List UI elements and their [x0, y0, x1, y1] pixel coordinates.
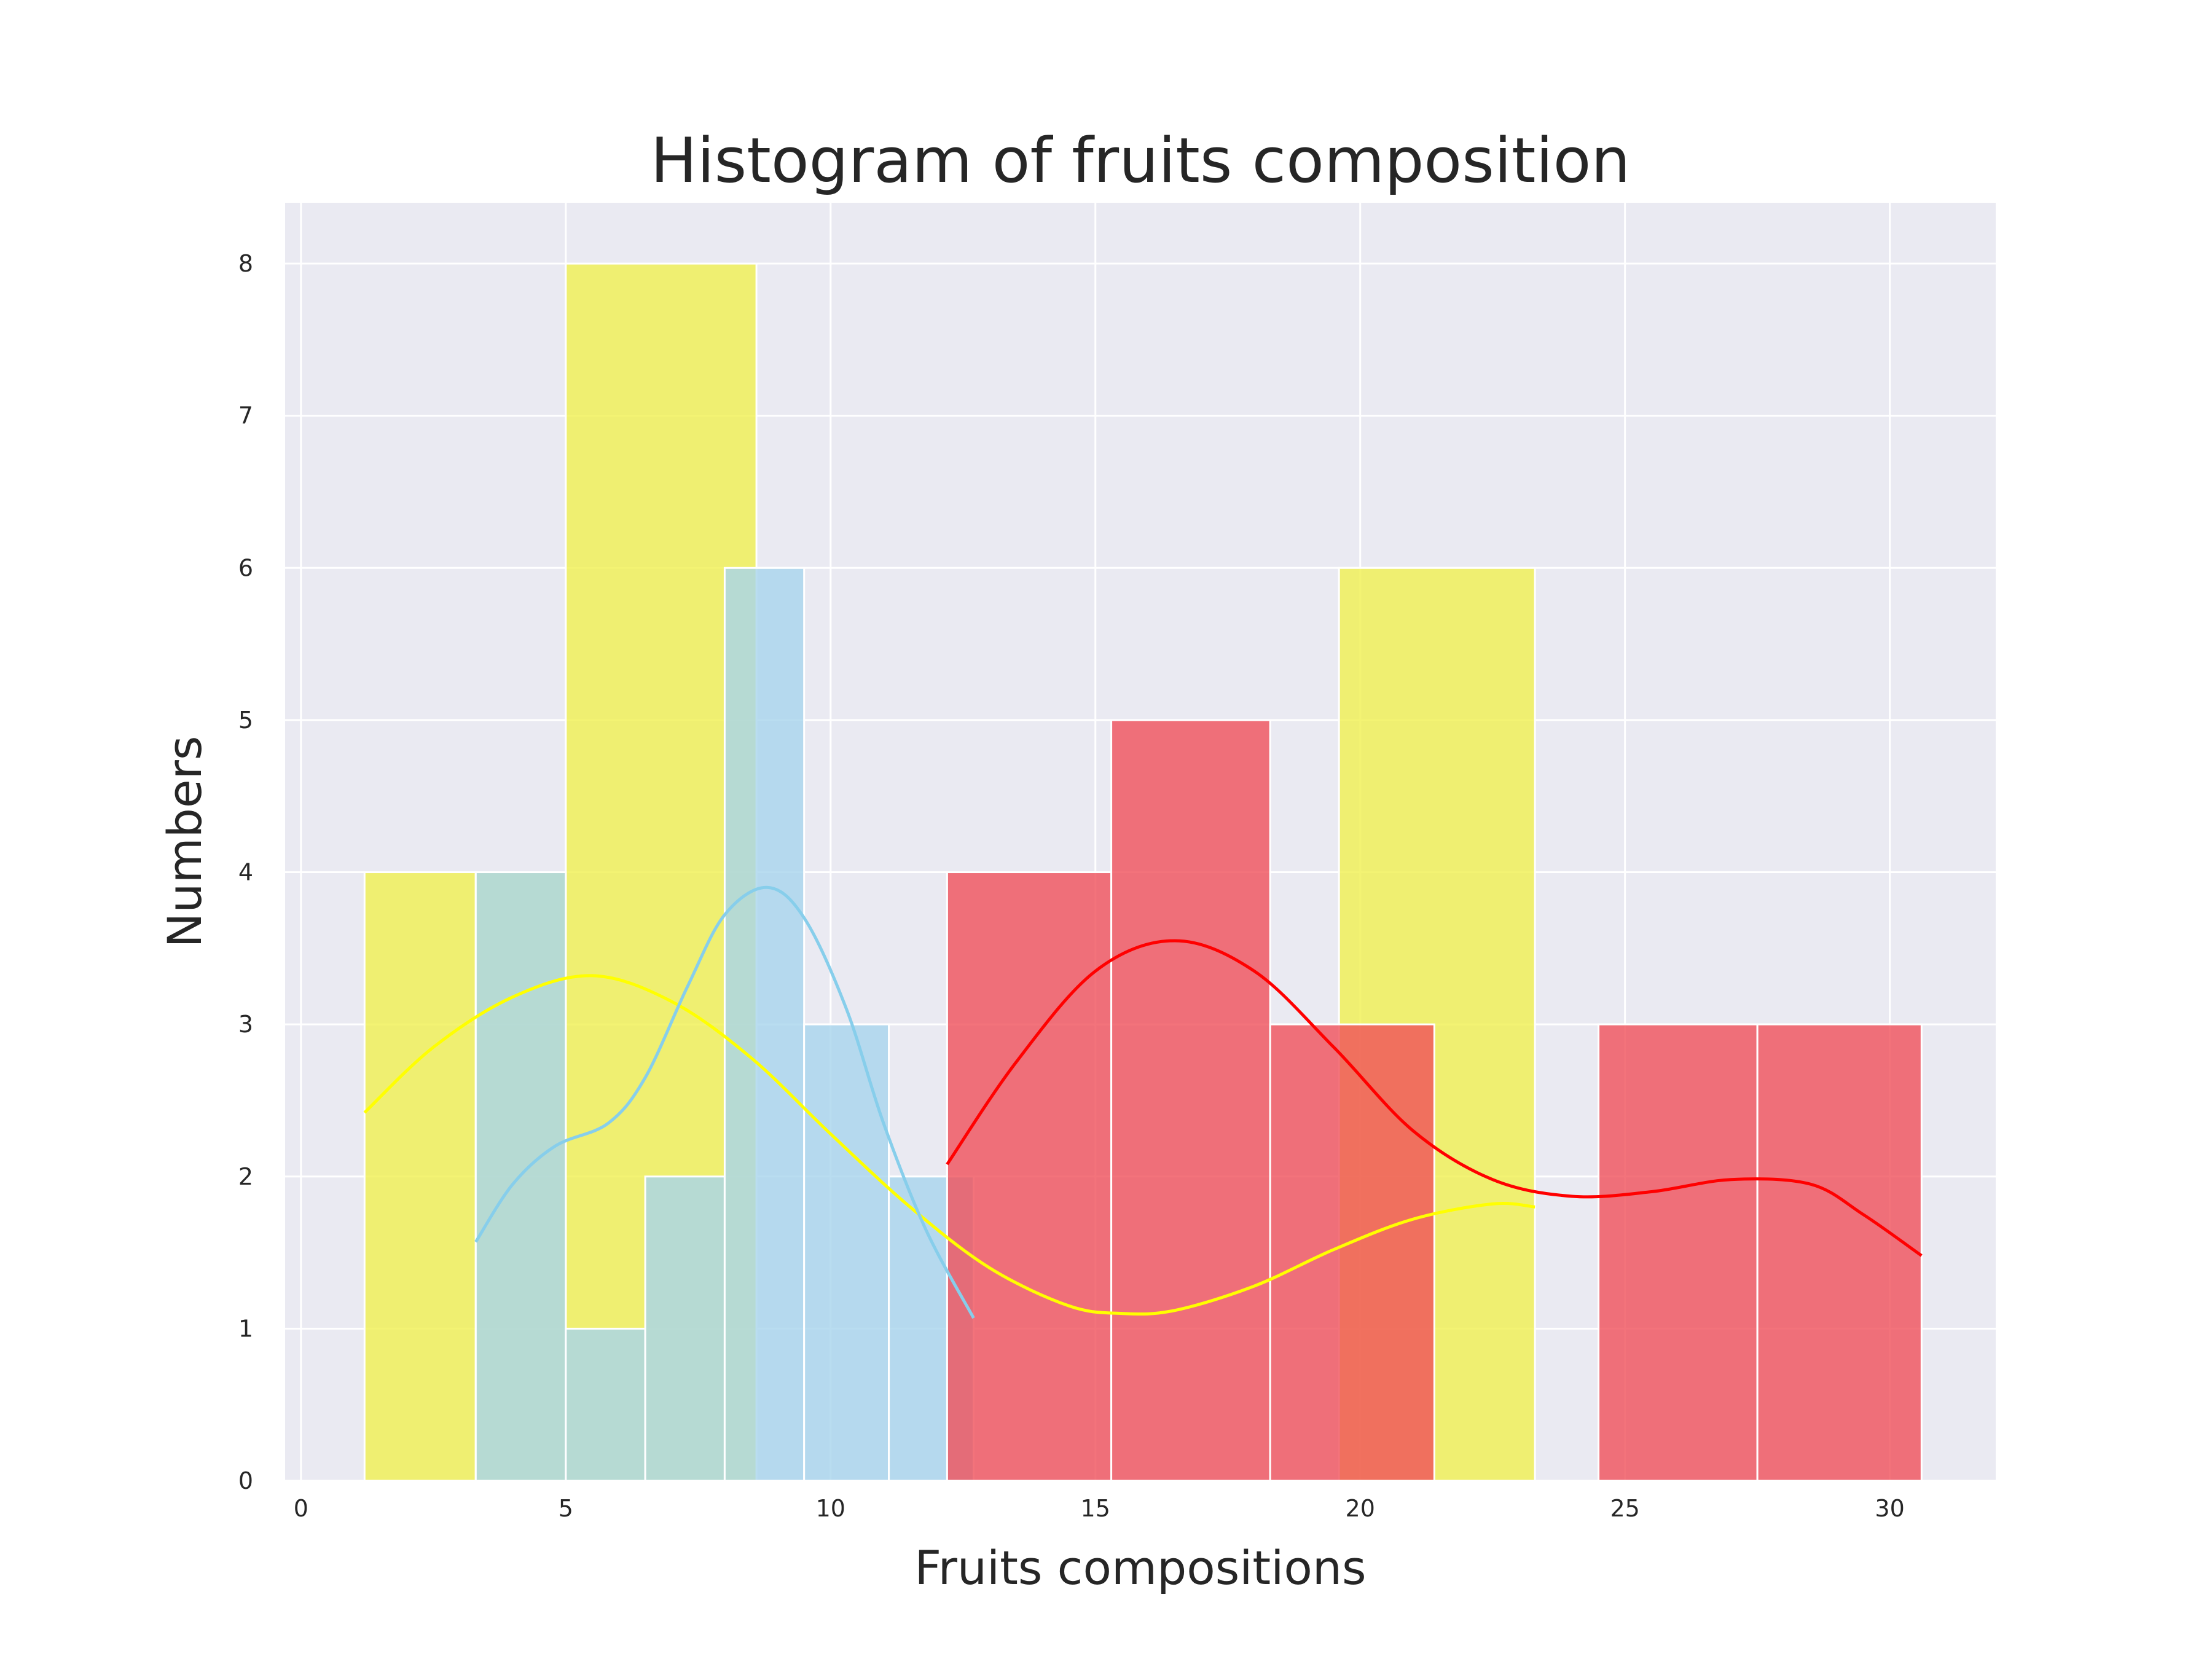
- y-tick-label: 2: [238, 1163, 253, 1190]
- histogram-bar: [723, 567, 806, 1482]
- chart-title: Histogram of fruits composition: [651, 124, 1631, 197]
- histogram-bar: [363, 871, 477, 1482]
- histogram-bar: [946, 871, 1113, 1482]
- kde-line: [946, 939, 1923, 1257]
- histogram-bar: [1756, 1023, 1923, 1482]
- x-tick-label: 25: [1610, 1495, 1639, 1522]
- x-axis-ticks: 0 5 10 15 20 25 30: [294, 1495, 1905, 1522]
- y-tick-label: 1: [238, 1315, 253, 1342]
- histogram-bar: [1269, 1023, 1435, 1482]
- x-tick-label: 20: [1346, 1495, 1375, 1522]
- histogram-bar: [565, 1327, 646, 1482]
- histogram-bar: [803, 1023, 890, 1482]
- x-tick-label: 10: [816, 1495, 845, 1522]
- y-tick-label: 0: [238, 1467, 253, 1494]
- y-axis-ticks: 0 1 2 3 4 5 6 7 8: [238, 250, 253, 1494]
- y-tick-label: 8: [238, 250, 253, 277]
- kde-line: [363, 974, 1535, 1316]
- x-axis-label: Fruits compositions: [914, 1540, 1366, 1595]
- y-tick-label: 6: [238, 554, 253, 581]
- x-tick-label: 15: [1081, 1495, 1110, 1522]
- histogram-bar: [1110, 719, 1271, 1482]
- x-tick-label: 0: [294, 1495, 308, 1522]
- kde-curves: [363, 885, 1923, 1319]
- y-tick-label: 3: [238, 1011, 253, 1038]
- y-tick-label: 4: [238, 859, 253, 886]
- histogram-bar: [1598, 1023, 1759, 1482]
- x-tick-label: 5: [559, 1495, 573, 1522]
- x-tick-label: 30: [1875, 1495, 1904, 1522]
- y-tick-label: 5: [238, 707, 253, 734]
- kde-line: [474, 885, 975, 1319]
- y-axis-label: Numbers: [157, 736, 212, 948]
- histogram-bar: [644, 1175, 726, 1482]
- y-tick-label: 7: [238, 402, 253, 429]
